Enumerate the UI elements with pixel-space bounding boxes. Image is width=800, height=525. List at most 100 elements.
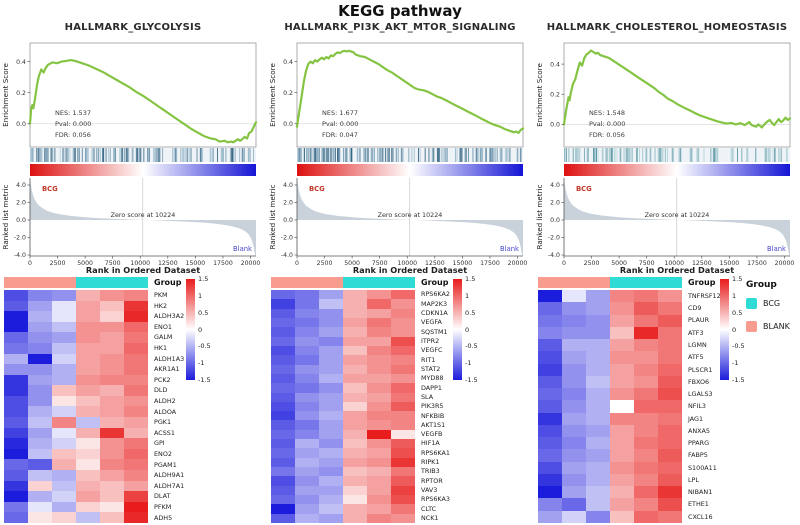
- heatmap-cell: [271, 299, 295, 309]
- heatmap-cell: [586, 424, 610, 438]
- gene-label: TRIB3: [421, 467, 440, 476]
- heatmap-cell: [28, 300, 52, 312]
- heatmap-cell: [562, 326, 586, 340]
- colorbar-tick-label: 0.5: [198, 308, 209, 317]
- pval-value: Pval: 0.000: [55, 120, 91, 128]
- heatmap-cell: [343, 439, 367, 449]
- heatmap-cell: [586, 290, 610, 303]
- heatmap-cell: [634, 437, 658, 450]
- heatmap-cell: [271, 411, 295, 421]
- heatmap-cell: [343, 299, 367, 309]
- heatmap-cell: [319, 373, 343, 384]
- rank-tick-label: -2.0: [14, 235, 26, 242]
- rank-tick-label: -2.0: [548, 235, 560, 242]
- heatmap-cell: [538, 437, 562, 450]
- heatmap-cell: [28, 491, 52, 502]
- heatmap-cell: [4, 374, 28, 386]
- heatmap-cell: [4, 480, 28, 492]
- heatmap-grid: [538, 290, 682, 523]
- gene-label: ITPR2: [421, 337, 440, 346]
- heatmap-cell: [124, 438, 148, 449]
- annotation-bcg-segment: [343, 277, 415, 288]
- colorbar-tick-label: 0.5: [465, 308, 476, 317]
- heatmap-cell: [271, 457, 295, 468]
- heatmap-cell: [367, 290, 391, 300]
- gene-label: CD9: [688, 304, 702, 313]
- heatmap-cell: [343, 392, 367, 402]
- x-tick-label: 12500: [158, 260, 178, 267]
- heatmap-cell: [538, 351, 562, 364]
- heatmap-cell: [295, 345, 319, 356]
- rank-metric-area: [564, 179, 790, 256]
- heatmap-cell: [610, 400, 634, 413]
- heatmap-cell: [391, 476, 415, 486]
- x-tick-label: 20000: [508, 260, 528, 267]
- heatmap-cell: [76, 395, 100, 407]
- heatmap-cell: [271, 401, 295, 412]
- gene-label: AKT1S1: [421, 420, 446, 429]
- heatmap-cell: [610, 351, 634, 364]
- heatmap-cell: [634, 510, 658, 523]
- legend-item-blank: BLANK: [746, 321, 790, 332]
- gene-label: RPS6KA1: [421, 448, 450, 457]
- heatmap-cell: [124, 459, 148, 471]
- heatmap-cell: [4, 459, 28, 471]
- group-annotation-bar: [271, 277, 415, 288]
- heatmap-cell: [271, 495, 295, 505]
- heatmap-cell: [295, 513, 319, 523]
- rank-axis-label: Ranked list metric: [535, 184, 544, 249]
- gene-label: ADH5: [154, 513, 173, 522]
- heatmap-cell: [76, 321, 100, 333]
- x-axis-label: Rank in Ordered Dataset: [620, 265, 734, 275]
- heatmap-cell: [295, 485, 319, 496]
- heatmap-cell: [562, 437, 586, 450]
- heatmap-cell: [100, 300, 124, 312]
- heatmap-cell: [367, 299, 391, 309]
- heatmap-cell: [52, 342, 76, 354]
- heatmap-cell: [4, 364, 28, 375]
- heatmap-cell: [562, 486, 586, 499]
- es-plot-border: [296, 42, 524, 148]
- rank-tick-label: -4.0: [14, 252, 26, 259]
- heatmap-cell: [124, 448, 148, 460]
- heatmap-cell: [271, 467, 295, 477]
- colorbar-tick-label: 0: [732, 325, 737, 334]
- colorbar-tick-label: -1: [465, 359, 472, 368]
- heatmap-cell: [610, 388, 634, 401]
- es-tick-label: 0.0: [550, 122, 560, 129]
- gene-label: S100A11: [688, 463, 717, 472]
- heatmap-cell: [76, 417, 100, 428]
- group-column-header: Group: [421, 278, 449, 287]
- rank-axis-label: Ranked list metric: [1, 184, 10, 249]
- heatmap-cell: [610, 375, 634, 389]
- heatmap-cell: [124, 321, 148, 333]
- heatmap-cell: [319, 336, 343, 346]
- x-tick-label: 17500: [480, 260, 500, 267]
- heatmap-cell: [538, 498, 562, 511]
- heatmap-cell: [124, 491, 148, 502]
- rank-tick-label: 4.0: [283, 182, 293, 189]
- x-tick-label: 5000: [77, 260, 93, 267]
- heatmap-cell: [367, 392, 391, 402]
- heatmap-cell: [367, 476, 391, 486]
- heatmap-cell: [28, 332, 52, 343]
- heatmap-cell: [319, 383, 343, 393]
- heatmap-cell: [52, 480, 76, 492]
- x-tick-label: 7500: [639, 260, 655, 267]
- heatmap-cell: [367, 467, 391, 477]
- heatmap-cell: [610, 449, 634, 462]
- heatmap-cell: [271, 290, 295, 300]
- heatmap-cell: [76, 364, 100, 375]
- heatmap-cell: [295, 336, 319, 346]
- heatmap-cell: [4, 332, 28, 343]
- colorbar-tick-label: 0: [198, 325, 203, 334]
- colorbar-tick-label: 1.5: [732, 275, 743, 283]
- heatmap-cell: [271, 317, 295, 328]
- heatmap-cell: [391, 411, 415, 421]
- heatmap-cell: [391, 373, 415, 384]
- heatmap-cell: [562, 412, 586, 425]
- gene-label: LGALS3: [688, 390, 713, 399]
- heatmap-cell: [610, 326, 634, 340]
- heatmap-colorbar: [186, 279, 195, 380]
- heatmap-cell: [538, 302, 562, 315]
